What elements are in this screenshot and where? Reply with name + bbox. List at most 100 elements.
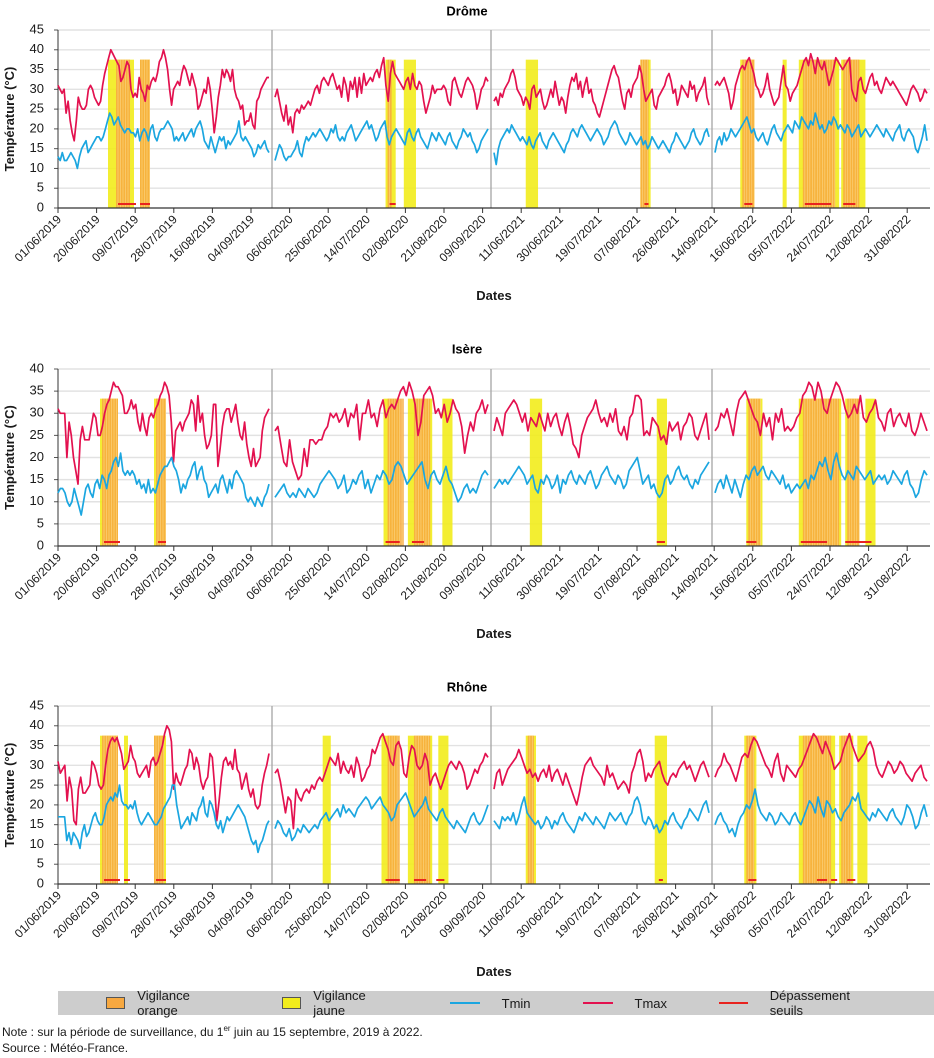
tmin-line-icon: [449, 1002, 480, 1004]
y-tick-label: 25: [30, 427, 44, 442]
y-tick-label: 40: [30, 41, 44, 56]
tmin-line-2021: [493, 456, 710, 499]
legend-label: Tmax: [634, 995, 668, 1011]
y-tick-label: 45: [30, 697, 44, 712]
vigilance-orange-band: [802, 398, 840, 546]
legend-label: Vigilance jaune: [313, 988, 366, 1018]
y-tick-label: 15: [30, 471, 44, 486]
orange-swatch-icon: [106, 997, 126, 1009]
legend-item-tmin: Tmin: [449, 995, 531, 1011]
vigilance-orange-band: [527, 735, 534, 884]
tmin-line-2021: [493, 796, 710, 834]
note-sup: er: [223, 1024, 231, 1033]
vigilance-orange-band: [140, 59, 150, 208]
vigilance-orange-band: [154, 735, 164, 884]
y-tick-label: 20: [30, 449, 44, 464]
tmax-line-2021: [493, 64, 710, 118]
y-tick-label: 25: [30, 101, 44, 116]
tmin-line-2019: [57, 112, 270, 170]
vigilance-orange-band: [640, 59, 649, 208]
tmin-line-2020: [274, 461, 489, 503]
y-axis-label: Température (°C): [2, 743, 17, 848]
tmin-line-2019: [57, 452, 270, 516]
vigilance-orange-band: [742, 59, 755, 208]
vigilance-jaune-band: [525, 59, 539, 208]
legend-label: Vigilance orange: [137, 988, 190, 1018]
x-axis-label: Dates: [476, 626, 511, 641]
tmax-line-2019: [57, 48, 269, 142]
tmin-line-2020: [274, 792, 489, 842]
vigilance-jaune-band: [782, 59, 787, 208]
y-tick-label: 0: [37, 875, 44, 890]
y-tick-label: 35: [30, 737, 44, 752]
y-tick-label: 20: [30, 120, 44, 135]
vigilance-jaune-band: [529, 398, 543, 546]
y-axis-label: Température (°C): [2, 405, 17, 510]
legend-item-depassement: Dépassement seuils: [719, 988, 882, 1018]
y-tick-label: 35: [30, 61, 44, 76]
tmax-line-2022: [714, 381, 928, 441]
y-tick-label: 15: [30, 816, 44, 831]
tmin-line-2019: [58, 784, 270, 854]
y-tick-label: 10: [30, 160, 44, 175]
y-tick-label: 30: [30, 405, 44, 420]
y-tick-label: 0: [37, 199, 44, 214]
tmax-line-2019: [57, 724, 270, 826]
tmax-line-2022: [714, 732, 928, 783]
y-tick-label: 5: [37, 856, 44, 871]
tmax-line-2020: [274, 732, 489, 830]
tmax-line-2020: [274, 56, 489, 134]
tmin-line-2021: [493, 120, 710, 166]
x-axis-label: Dates: [476, 964, 511, 979]
legend-label: Tmin: [501, 995, 531, 1011]
tmax-line-2021: [493, 394, 710, 459]
tmax-line-2022: [714, 52, 928, 110]
tmin-line-2022: [714, 788, 928, 838]
y-tick-label: 0: [37, 537, 44, 552]
panel-title: Isère: [452, 341, 482, 356]
y-tick-label: 45: [30, 21, 44, 36]
legend-item-tmax: Tmax: [582, 995, 668, 1011]
y-tick-label: 5: [37, 180, 44, 195]
vigilance-jaune-band: [124, 735, 128, 884]
panel-isère: Isère051015202530354001/06/201920/06/201…: [2, 341, 930, 641]
tmax-line-2021: [493, 748, 710, 806]
y-tick-label: 10: [30, 493, 44, 508]
tmax-line-2020: [274, 381, 489, 481]
y-tick-label: 10: [30, 836, 44, 851]
y-tick-label: 40: [30, 717, 44, 732]
note-suffix: juin au 15 septembre, 2019 à 2022.: [230, 1025, 423, 1039]
legend-label: Dépassement seuils: [769, 988, 851, 1018]
tmax-line-icon: [582, 1002, 613, 1004]
vigilance-orange-band: [746, 735, 755, 884]
tmin-line-2022: [714, 452, 928, 499]
panel-rhône: Rhône05101520253035404501/06/201920/06/2…: [2, 679, 930, 979]
tmin-line-2020: [274, 120, 489, 162]
legend: Vigilance orange Vigilance jaune Tmin Tm…: [58, 988, 934, 1018]
depassement-line-icon: [719, 1002, 748, 1004]
note-text: Note : sur la période de surveillance, d…: [2, 1024, 423, 1039]
yellow-swatch-icon: [282, 997, 302, 1009]
vigilance-orange-band: [847, 398, 860, 546]
heatwave-charts: Drôme05101520253035404501/06/201920/06/2…: [2, 3, 930, 979]
y-tick-label: 35: [30, 383, 44, 398]
y-tick-label: 25: [30, 777, 44, 792]
vigilance-orange-band: [387, 735, 400, 884]
source-text: Source : Météo-France.: [2, 1041, 129, 1055]
y-axis-label: Température (°C): [2, 67, 17, 172]
note-prefix: Note : sur la période de surveillance, d…: [2, 1025, 224, 1039]
vigilance-orange-band: [102, 735, 118, 884]
y-tick-label: 15: [30, 140, 44, 155]
y-tick-label: 40: [30, 360, 44, 375]
vigilance-jaune-band: [322, 735, 331, 884]
vigilance-jaune-band: [654, 735, 668, 884]
vigilance-jaune-band: [656, 398, 668, 546]
tmin-line-2022: [714, 112, 928, 154]
y-tick-label: 30: [30, 757, 44, 772]
tmax-line-2019: [57, 381, 270, 485]
x-axis-label: Dates: [476, 288, 511, 303]
y-tick-label: 30: [30, 81, 44, 96]
legend-item-vigilance-orange: Vigilance orange: [106, 988, 230, 1018]
panel-title: Drôme: [446, 3, 487, 18]
vigilance-jaune-band: [403, 59, 416, 208]
